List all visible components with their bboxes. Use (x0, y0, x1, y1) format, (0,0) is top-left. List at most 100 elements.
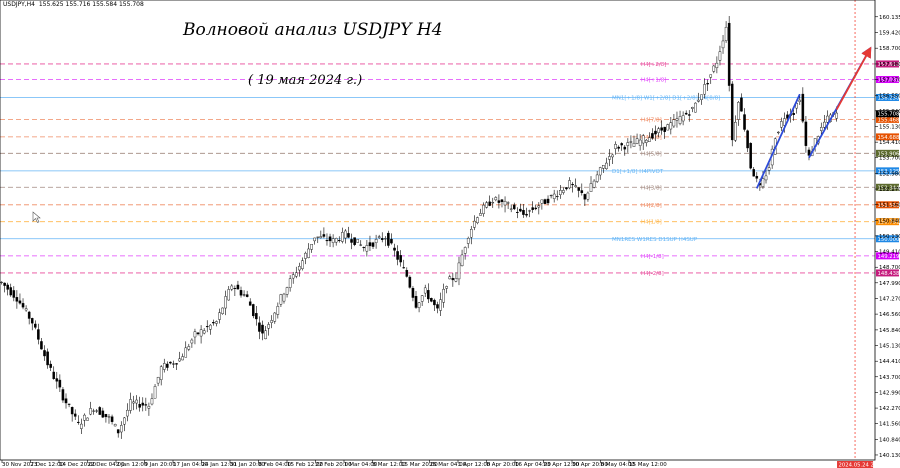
wave-lines (755, 46, 872, 189)
symbol-label: USDJPY,H4 (3, 1, 35, 8)
candle-body (414, 296, 418, 308)
candle-body (331, 238, 335, 243)
x-tick-label: 8 Feb 04:00 (259, 462, 292, 468)
candle-body (562, 190, 565, 193)
level-label: H4[-2/8] (641, 271, 664, 277)
candle-body (337, 240, 341, 242)
candle-body (439, 299, 442, 311)
candle-body (190, 339, 194, 344)
y-tick-label: 152.270 (879, 187, 900, 193)
candle-body (298, 266, 301, 271)
candle-body (73, 413, 77, 417)
candle-body (516, 211, 519, 213)
y-tick-label: 145.840 (879, 328, 900, 334)
candle-body (172, 363, 175, 365)
candle-body (390, 238, 393, 244)
candle-body (740, 97, 743, 112)
candle-body (282, 293, 286, 302)
candle-body (433, 299, 436, 306)
candle-body (77, 421, 80, 423)
candle-body (267, 324, 270, 329)
candle-body (313, 237, 316, 242)
candle-body (193, 331, 197, 338)
candle-body (316, 236, 320, 238)
y-tick-label: 160.135 (879, 15, 900, 21)
candle-body (709, 74, 713, 78)
candle-body (239, 290, 243, 296)
y-tick-label: 144.410 (879, 359, 900, 365)
candle-body (565, 187, 568, 190)
y-tick-label: 150.840 (879, 218, 900, 224)
candle-body (141, 402, 145, 406)
level-label: H4[+1/8] (641, 78, 666, 84)
candle-body (555, 196, 559, 198)
candle-body (549, 194, 553, 197)
candle-body (279, 294, 283, 305)
price-axis: 160.135 159.420 158.700 157.980 157.270 156.5… (875, 15, 900, 459)
current-price-text: 155.708 (878, 112, 900, 118)
wave-line (755, 93, 801, 189)
candle-body (368, 242, 372, 247)
candle-body (12, 290, 16, 298)
candle-body (43, 350, 46, 357)
candle-body (0, 281, 3, 283)
y-tick-label: 155.130 (879, 124, 900, 130)
candle-body (552, 193, 556, 199)
candle-body (61, 389, 65, 401)
level-price-tag (876, 183, 899, 191)
candle-body (196, 332, 200, 335)
candle-body (328, 236, 332, 242)
candle-body (304, 252, 307, 259)
candle-body (764, 175, 768, 181)
level-price-tag (876, 76, 899, 84)
candle-body (144, 404, 148, 406)
level-price-tag-text: 152.344 (878, 185, 900, 191)
x-tick-label: 2 Jan 12:00 (116, 462, 148, 468)
level-label: H4[+2/8] (641, 62, 666, 68)
x-tick-label: 7 Dec 12:00 (31, 462, 65, 468)
x-tick-label: 31 Jan 20:00 (230, 462, 265, 468)
candle-body (638, 139, 642, 146)
candle-body (721, 40, 725, 49)
candle-body (116, 429, 120, 434)
candle-body (162, 363, 166, 370)
candle-body (322, 234, 326, 237)
candle-body (24, 308, 28, 311)
candle-body (712, 65, 716, 72)
candle-body (727, 22, 731, 86)
candle-body (402, 267, 406, 269)
wave-line (835, 46, 872, 110)
candle-body (129, 399, 132, 411)
candles (0, 15, 838, 439)
candle-body (589, 183, 593, 192)
candle-body (479, 213, 482, 216)
y-tick-label: 152.980 (879, 171, 900, 177)
level-price-tag (876, 252, 899, 260)
candle-body (175, 363, 178, 365)
candle-body (611, 154, 614, 158)
candle-body (641, 135, 645, 144)
y-tick-label: 153.700 (879, 156, 900, 162)
candle-body (362, 247, 366, 249)
y-tick-label: 147.990 (879, 281, 900, 287)
candle-body (620, 143, 623, 146)
level-label: H4[5/8] (641, 151, 662, 157)
candle-body (374, 239, 378, 243)
candle-body (568, 180, 571, 189)
candle-body (648, 137, 651, 142)
level-price-tag (876, 235, 899, 243)
candle-body (777, 131, 780, 134)
level-price-tag-text: 157.812 (878, 62, 900, 68)
candle-body (245, 294, 249, 297)
candle-body (399, 255, 402, 263)
x-tick-label: 14 Dec 20:00 (59, 462, 96, 468)
level-price-tag (876, 218, 899, 226)
candle-body (80, 423, 83, 429)
y-tick-label: 140.130 (879, 453, 900, 459)
x-tick-label: 22 Dec 04:00 (88, 462, 125, 468)
candle-body (18, 300, 22, 304)
x-tick-label: 8 May 04:00 (601, 462, 636, 468)
candle-body (700, 94, 703, 100)
candle-body (37, 329, 40, 340)
